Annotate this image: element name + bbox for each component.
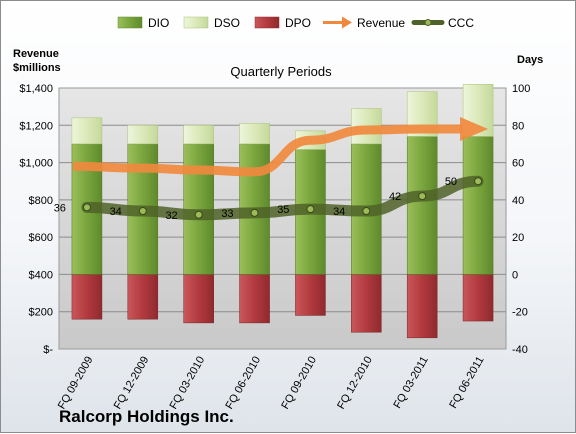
legend-label-dpo: DPO [285,16,311,30]
right-axis-title: Days [517,54,543,66]
ccc-data-label: 34 [333,206,345,218]
legend-item-revenue: Revenue [323,16,405,30]
right-tick-label: 60 [512,158,524,170]
left-tick-label: $200 [29,307,53,319]
right-axis-ticks: -40 -20 0 20 40 60 80 100 [512,83,530,356]
revenue-arrowhead [460,117,489,142]
dpo-bar [239,274,270,324]
left-axis-title-line1: Revenue [13,48,59,60]
dpo-bar [462,274,494,322]
legend-item-dpo: DPO [254,16,311,30]
right-tick-label: 80 [512,120,524,132]
ccc-point [82,203,91,212]
dso-bar [127,125,159,145]
left-tick-label: $1,400 [19,83,53,95]
ccc-data-label: 32 [165,210,177,222]
left-tick-label: $800 [29,195,53,207]
left-axis-ticks: $- $200 $400 $600 $800 $1,000 $1,200 $1,400 [19,83,53,356]
ccc-data-label: 50 [445,176,457,188]
dso-bar [71,117,103,145]
ccc-point [474,177,483,186]
x-tick-label: FQ 12-2010 [335,355,375,412]
dio-bar [406,136,438,275]
x-axis-ticks: FQ 09-2009 FQ 12-2009 FQ 03-2010 FQ 06-2010… [56,355,487,412]
ccc-point [250,208,259,217]
right-tick-label: -20 [512,307,528,319]
ccc-data-label: 36 [54,202,66,214]
x-tick-label: FQ 12-2009 [112,355,152,412]
dso-bar [183,125,214,145]
x-tick-label: FQ 09-2009 [56,355,96,412]
x-tick-label: FQ 03-2011 [391,355,430,411]
legend-label-dso: DSO [214,16,240,30]
right-tick-label: -40 [512,344,528,356]
revenue-line [72,124,463,177]
dpo-bar [406,274,438,339]
ccc-data-label: 35 [277,204,289,216]
dso-bar [239,123,270,145]
left-tick-label: $1,200 [19,120,53,132]
ccc-data-label: 33 [221,208,233,220]
legend-item-dio: DIO [117,16,169,30]
legend-label-revenue: Revenue [357,16,405,30]
revenue-series [72,117,489,177]
legend-item-ccc: CCC [411,16,474,30]
left-tick-label: $1,000 [19,158,53,170]
dio-bar [462,136,494,275]
left-axis-title-line2: $millions [13,62,61,74]
right-tick-label: 40 [512,195,524,207]
chart-subtitle: Quarterly Periods [230,64,332,79]
legend-label-ccc: CCC [448,16,474,30]
x-tick-label: FQ 09-2010 [279,355,319,412]
ccc-point [362,207,371,216]
dpo-bar [183,274,214,324]
left-tick-label: $600 [29,232,53,244]
right-tick-label: 0 [512,269,518,281]
x-tick-label: FQ 06-2011 [447,355,486,411]
ccc-point [194,210,203,219]
dpo-bar [127,274,159,320]
legend: DIO DSO DPO Revenue CCC [117,16,474,30]
dpo-bar [71,274,103,320]
left-tick-label: $- [43,344,53,356]
ccc-point [306,205,315,214]
ccc-point [138,207,147,216]
right-tick-label: 20 [512,232,524,244]
dpo-bar [351,274,382,333]
dpo-bar [295,274,326,316]
legend-label-dio: DIO [148,16,169,30]
legend-item-dso: DSO [183,16,240,30]
ccc-series: 36 34 32 33 35 34 42 50 [54,175,484,222]
ccc-data-label: 42 [389,191,401,203]
left-tick-label: $400 [29,269,53,281]
x-tick-label: FQ 06-2010 [223,355,263,412]
ccc-point [418,192,427,201]
ccc-data-label: 34 [110,206,122,218]
right-tick-label: 100 [512,83,530,95]
chart-title: Ralcorp Holdings Inc. [59,407,234,426]
x-tick-label: FQ 03-2010 [168,355,208,412]
